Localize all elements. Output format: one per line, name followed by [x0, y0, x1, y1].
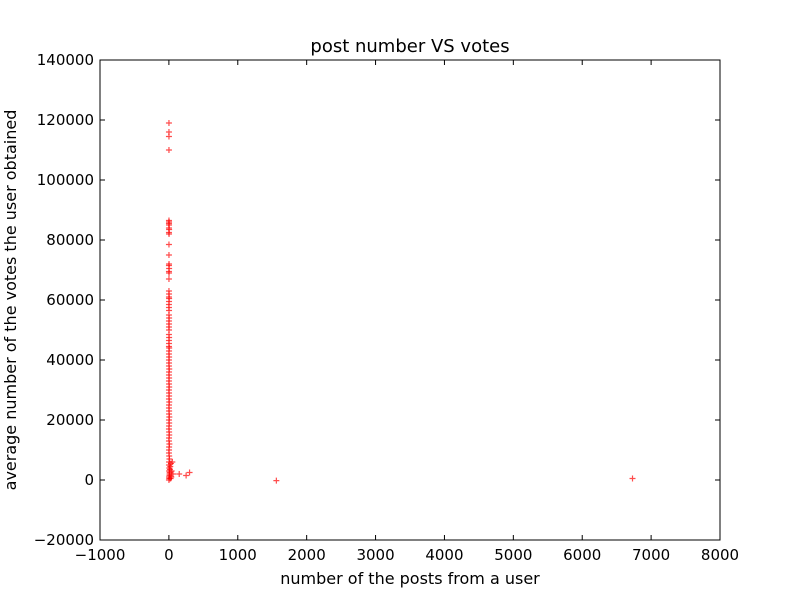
scatter-point [273, 477, 280, 484]
scatter-point [165, 133, 172, 140]
axis-ticks: −1000 0 1000 2000 3000 4000 5000 6000 7000 8000 −2… [34, 51, 739, 564]
x-tick-label: 8000 [701, 546, 739, 564]
scatter-point [168, 468, 175, 474]
y-tick-label: 80000 [46, 231, 94, 249]
scatter-point [176, 471, 183, 477]
scatter-point [167, 463, 174, 470]
y-tick-label: 40000 [46, 351, 94, 369]
chart-title: post number VS votes [310, 36, 509, 57]
x-tick-label: −1000 [75, 546, 126, 564]
scatter-point [165, 252, 172, 258]
y-tick-label: 60000 [46, 291, 94, 309]
y-tick-label: 140000 [37, 51, 94, 69]
scatter-point [186, 469, 193, 476]
y-axis-label: average number of the votes the user obt… [1, 110, 20, 491]
scatter-point [165, 276, 172, 282]
plot-area-frame [99, 59, 721, 541]
scatter-point [183, 472, 190, 479]
data-points [165, 120, 636, 484]
scatter-point [165, 241, 172, 248]
x-tick-label: 0 [164, 546, 174, 564]
scatter-point [167, 475, 174, 482]
y-tick-label: 120000 [37, 111, 94, 129]
x-tick-label: 7000 [632, 546, 670, 564]
x-axis-label: number of the posts from a user [280, 569, 540, 588]
scatter-point [169, 459, 176, 465]
x-tick-label: 3000 [356, 546, 394, 564]
scatter-point [165, 147, 172, 153]
y-tick-label: 100000 [37, 171, 94, 189]
y-tick-label: 20000 [46, 411, 94, 429]
scatter-point [629, 475, 636, 482]
x-tick-label: 6000 [563, 546, 601, 564]
y-tick-label: 0 [84, 471, 94, 489]
x-tick-label: 2000 [288, 546, 326, 564]
x-tick-label: 1000 [219, 546, 257, 564]
x-tick-label: 5000 [494, 546, 532, 564]
y-tick-label: −20000 [34, 531, 94, 549]
scatter-point [166, 270, 173, 276]
scatter-point [165, 120, 172, 126]
x-tick-label: 4000 [425, 546, 463, 564]
scatter-point [166, 231, 173, 237]
